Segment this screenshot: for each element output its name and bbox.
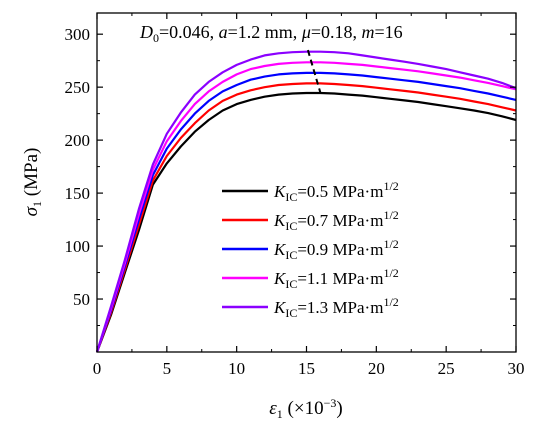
legend-label-1: KIC=0.7 MPa·m1/2 <box>273 208 399 233</box>
series-line-3 <box>95 61 517 353</box>
peak-dashed-line <box>306 49 322 94</box>
x-axis-title: ε1 (×10−3) <box>269 396 342 421</box>
legend: KIC=0.5 MPa·m1/2 KIC=0.7 MPa·m1/2 KIC=0.9 … <box>222 179 399 320</box>
y-tick-label: 150 <box>65 184 91 203</box>
series-line-0 <box>95 91 517 353</box>
legend-label-2: KIC=0.9 MPa·m1/2 <box>273 237 399 262</box>
y-tick-label: 300 <box>65 25 91 44</box>
y-tick-label: 50 <box>73 290 90 309</box>
x-tick-label: 20 <box>368 359 385 378</box>
series-line-4 <box>95 50 517 353</box>
legend-label-4: KIC=1.3 MPa·m1/2 <box>273 295 399 320</box>
series-line-2 <box>95 71 517 353</box>
y-axis-title: σ1 (MPa) <box>21 148 44 217</box>
y-tick-label: 200 <box>65 131 91 150</box>
x-tick-label: 10 <box>228 359 245 378</box>
parameter-annotation: D0=0.046, a=1.2 mm, μ=0.18, m=16 <box>139 22 403 45</box>
origin-label: 0 <box>93 359 102 378</box>
plot-lines <box>95 49 517 353</box>
x-tick-label: 5 <box>163 359 172 378</box>
x-tick-label: 15 <box>298 359 315 378</box>
y-tick-label: 100 <box>65 237 91 256</box>
series-line-1 <box>95 82 517 353</box>
y-tick-label: 250 <box>65 78 91 97</box>
legend-label-0: KIC=0.5 MPa·m1/2 <box>273 179 399 204</box>
x-tick-label: 30 <box>508 359 525 378</box>
legend-label-3: KIC=1.1 MPa·m1/2 <box>273 266 399 291</box>
x-tick-label: 25 <box>438 359 455 378</box>
